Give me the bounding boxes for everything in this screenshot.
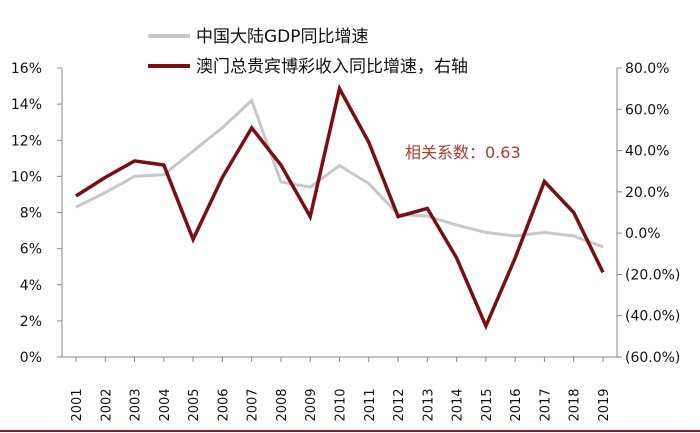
series-line-gdp bbox=[75, 97, 604, 249]
x-tick-label: 2007 bbox=[246, 388, 261, 421]
x-tick-label: 2017 bbox=[538, 388, 553, 421]
right-tick-label: 80.0% bbox=[625, 61, 669, 77]
left-tick-label: 8% bbox=[20, 206, 42, 222]
x-tick-label: 2005 bbox=[187, 388, 202, 421]
x-tick-label: 2018 bbox=[568, 388, 583, 421]
x-tick-label: 2001 bbox=[70, 388, 85, 421]
right-tick-label: (60.0%) bbox=[625, 350, 680, 366]
left-tick-label: 10% bbox=[11, 169, 42, 185]
series-line-macau-vip bbox=[75, 83, 605, 331]
left-axis-ticks: 0% 2% 4% 6% 8% 10% 12% 14% 16% bbox=[11, 61, 62, 366]
legend-label-macau-vip: 澳门总贵宾博彩收入同比增速，右轴 bbox=[196, 57, 468, 77]
x-tick-label: 2004 bbox=[158, 388, 173, 421]
right-tick-label: 0.0% bbox=[625, 226, 661, 242]
x-tick-label: 2015 bbox=[480, 388, 495, 421]
x-tick-label: 2006 bbox=[216, 388, 231, 421]
x-axis-ticks: 2001 2002 2003 2004 2005 2006 2007 2008 2009 2010… bbox=[70, 357, 612, 422]
legend-label-gdp: 中国大陆GDP同比增速 bbox=[196, 27, 369, 47]
x-tick-label: 2002 bbox=[99, 388, 114, 421]
correlation-annotation: 相关系数：0.63 bbox=[405, 143, 521, 162]
legend: 中国大陆GDP同比增速 澳门总贵宾博彩收入同比增速，右轴 bbox=[148, 27, 468, 77]
right-tick-label: (20.0%) bbox=[625, 267, 680, 283]
left-tick-label: 6% bbox=[20, 242, 42, 258]
x-tick-label: 2013 bbox=[421, 388, 436, 421]
left-tick-label: 16% bbox=[11, 61, 42, 77]
x-tick-label: 2011 bbox=[363, 388, 378, 421]
x-tick-label: 2014 bbox=[451, 388, 466, 421]
x-tick-label: 2010 bbox=[334, 388, 349, 421]
x-tick-label: 2008 bbox=[275, 388, 290, 421]
left-tick-label: 12% bbox=[11, 133, 42, 149]
left-tick-label: 0% bbox=[20, 350, 42, 366]
x-tick-label: 2019 bbox=[597, 388, 612, 421]
right-axis-ticks: (60.0%) (40.0%) (20.0%) 0.0% 20.0% 40.0% 60.0%… bbox=[617, 61, 680, 366]
left-tick-label: 4% bbox=[20, 278, 42, 294]
x-tick-label: 2009 bbox=[304, 388, 319, 421]
series-layer bbox=[75, 83, 605, 331]
right-tick-label: 40.0% bbox=[625, 144, 669, 160]
right-tick-label: (40.0%) bbox=[625, 309, 680, 325]
left-tick-label: 2% bbox=[20, 314, 42, 330]
right-tick-label: 60.0% bbox=[625, 102, 669, 118]
x-tick-label: 2012 bbox=[392, 388, 407, 421]
x-tick-label: 2016 bbox=[509, 388, 524, 421]
left-tick-label: 14% bbox=[11, 97, 42, 113]
right-tick-label: 20.0% bbox=[625, 185, 669, 201]
x-tick-label: 2003 bbox=[129, 388, 144, 421]
